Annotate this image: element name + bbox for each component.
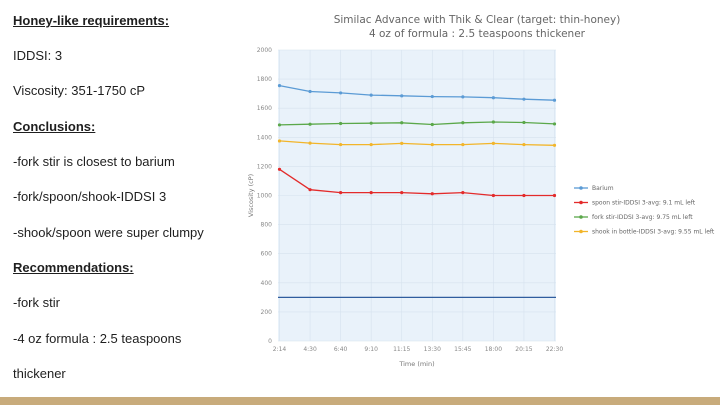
- y-axis-label: Viscosity (cP): [247, 174, 255, 217]
- chart-title: Similac Advance with Thik & Clear (targe…: [334, 14, 621, 26]
- recommendation-item: -fork stir: [13, 295, 60, 310]
- chart-subtitle: 4 oz of formula : 2.5 teaspoons thickene…: [369, 28, 586, 40]
- x-tick-label: 13:30: [424, 346, 441, 353]
- data-point: [339, 190, 343, 195]
- data-point: [522, 193, 526, 198]
- conclusion-item: -fork stir is closest to barium: [13, 154, 175, 169]
- data-point: [461, 95, 465, 99]
- data-point: [430, 192, 434, 196]
- y-tick-label: 200: [261, 309, 273, 316]
- data-point: [369, 121, 373, 125]
- requirements-heading: Honey-like requirements:: [13, 13, 170, 28]
- data-point: [369, 93, 373, 97]
- y-tick-label: 400: [261, 280, 273, 287]
- data-point: [552, 98, 557, 102]
- data-point: [522, 97, 526, 101]
- data-point: [400, 141, 404, 146]
- data-point: [339, 91, 343, 95]
- data-point: [430, 122, 434, 127]
- data-point: [400, 94, 404, 98]
- x-tick-label: 9:10: [364, 346, 378, 353]
- conclusion-item: -fork/spoon/shook-IDDSI 3: [13, 189, 167, 204]
- iddsi-requirement: IDDSI: 3: [13, 48, 63, 63]
- data-point: [400, 190, 404, 195]
- data-point: [339, 142, 343, 147]
- y-tick-label: 1000: [257, 193, 272, 200]
- y-tick-label: 600: [261, 251, 273, 258]
- data-point: [277, 139, 282, 143]
- x-tick-label: 20:15: [515, 346, 532, 353]
- data-point: [461, 142, 465, 147]
- data-point: [277, 167, 282, 171]
- series-line: [279, 168, 555, 197]
- data-point: [491, 120, 495, 124]
- data-point: [552, 143, 557, 147]
- data-point: [339, 121, 343, 126]
- data-point: [522, 120, 526, 125]
- data-point: [369, 142, 373, 147]
- x-tick-label: 15:45: [454, 346, 471, 353]
- legend-marker: [579, 200, 583, 205]
- legend-marker: [579, 229, 583, 234]
- x-tick-label: 6:40: [334, 346, 348, 353]
- data-point: [491, 96, 495, 100]
- data-point: [491, 193, 495, 198]
- legend-label: shook in bottle-IDDSI 3-avg: 9.55 mL lef…: [592, 229, 715, 236]
- data-point: [491, 141, 495, 146]
- footer-bar: [0, 397, 720, 405]
- legend-label: spoon stir-IDDSI 3-avg: 9.1 mL left: [592, 200, 696, 207]
- data-point: [552, 122, 557, 126]
- y-tick-label: 1400: [257, 134, 272, 141]
- recommendation-item: thickener: [13, 366, 66, 381]
- data-point: [461, 121, 465, 125]
- data-point: [400, 121, 404, 125]
- y-tick-label: 2000: [257, 47, 272, 54]
- conclusion-item: -shook/spoon were super clumpy: [13, 225, 204, 240]
- x-tick-label: 4:30: [303, 346, 317, 353]
- data-point: [461, 190, 465, 195]
- recommendations-heading: Recommendations:: [13, 260, 134, 275]
- x-tick-label: 2:14: [273, 346, 287, 353]
- chart-svg: Similac Advance with Thik & Clear (targe…: [247, 14, 715, 368]
- data-point: [308, 122, 312, 126]
- x-tick-label: 11:15: [393, 346, 410, 353]
- legend-label: Barium: [592, 185, 614, 192]
- legend-marker: [579, 215, 583, 219]
- y-tick-label: 1600: [257, 105, 272, 112]
- y-tick-label: 0: [268, 338, 272, 345]
- data-point: [277, 84, 282, 88]
- legend-marker: [579, 186, 583, 190]
- data-point: [308, 141, 312, 145]
- conclusions-heading: Conclusions:: [13, 119, 96, 134]
- data-point: [369, 190, 373, 195]
- viscosity-chart: Similac Advance with Thik & Clear (targe…: [244, 10, 720, 372]
- data-point: [308, 188, 312, 192]
- data-point: [277, 123, 282, 127]
- series-line: [279, 121, 555, 126]
- viscosity-requirement: Viscosity: 351-1750 cP: [13, 83, 145, 98]
- data-point: [522, 142, 526, 147]
- x-tick-label: 18:00: [485, 346, 502, 353]
- data-point: [430, 142, 434, 147]
- series-line: [279, 84, 555, 101]
- y-tick-label: 1800: [257, 76, 272, 83]
- x-tick-label: 22:30: [546, 346, 563, 353]
- legend-label: fork stir-IDDSI 3-avg: 9.75 mL left: [592, 214, 693, 221]
- x-axis-label: Time (min): [398, 360, 434, 368]
- series-line: [279, 140, 555, 146]
- data-point: [308, 89, 312, 94]
- y-tick-label: 800: [261, 222, 273, 229]
- data-point: [430, 94, 434, 99]
- y-tick-label: 1200: [257, 163, 272, 170]
- data-point: [552, 193, 557, 198]
- recommendation-item: -4 oz formula : 2.5 teaspoons: [13, 331, 182, 346]
